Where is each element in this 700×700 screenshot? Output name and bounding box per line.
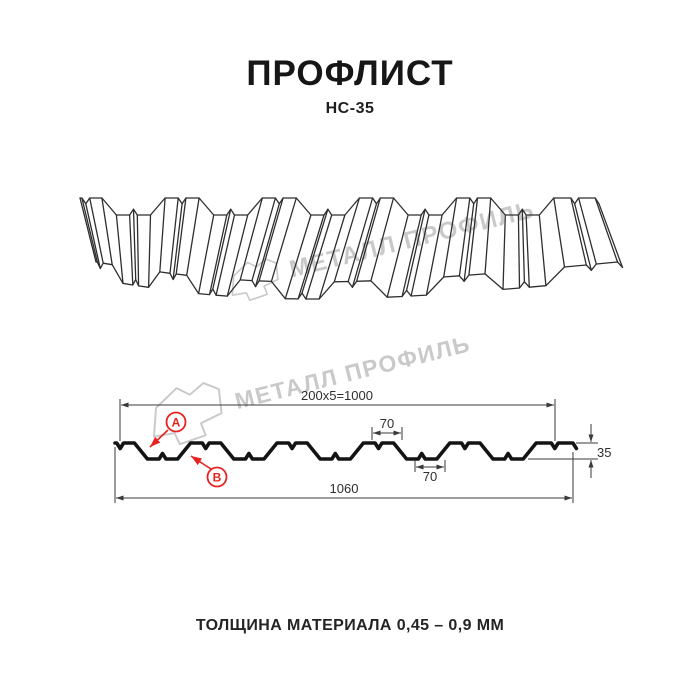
sheet-crease-line [401,214,422,298]
metall-profil-logo-icon [153,382,223,446]
sheet-crease-line [159,197,166,273]
sheet-crease-line [79,197,97,263]
sheet-crease-line [463,203,475,282]
sheet-crease-line [318,214,346,300]
sheet-crease-line [425,214,443,296]
dimension-label-overall-width: 1060 [330,481,359,496]
sheet-crease-line [215,214,236,296]
sheet-crease-line [101,197,113,266]
sheet-crease-line [284,214,312,300]
sheet-crease-line [297,214,325,300]
dimension-label-top-span: 200x5=1000 [301,388,373,403]
dimension-label-height: 35 [597,445,611,460]
watermark-brand: МЕТАЛЛ ПРОФИЛЬ [224,190,539,305]
sheet-crease-line [370,197,395,282]
sheet-crease-line [305,214,333,300]
callout-a-arrow [149,429,169,448]
sheet-near-edge [95,261,624,300]
sheet-crease-line [458,197,471,277]
sheet-crease-line [502,214,506,291]
sheet-crease-line [132,208,137,281]
profile-3d-drawing [79,197,624,300]
sheet-crease-line [405,208,426,292]
sheet-crease-line [301,208,329,294]
sheet-crease-line [254,203,280,288]
sheet-crease-line [251,197,277,282]
sheet-crease-line [443,197,458,278]
callout-a-label: А [172,416,181,430]
sheet-crease-line [347,197,374,283]
sheet-crease-line [574,203,592,271]
dimension-annotations: 200x5=1000 70 70 35 1060 [114,388,611,503]
sheet-crease-line [594,197,619,263]
dimension-label-rib-bottom: 70 [423,469,437,484]
sheet-crease-line [258,197,284,282]
callout-a-circle [165,411,187,433]
sheet-crease-line [136,214,140,287]
sheet-crease-line [89,197,104,264]
callout-b-arrow [190,455,212,470]
thickness-note: ТОЛЩИНА МАТЕРИАЛА 0,45 – 0,9 ММ [195,617,505,634]
sheet-crease-line [577,197,597,265]
sheet-crease-line [598,203,624,269]
sheet-crease-line [175,197,187,275]
sheet-crease-line [212,208,232,290]
sheet-crease-line [468,197,479,276]
profile-model: НС-35 [325,100,375,117]
sheet-crease-line [147,214,152,288]
sheet-far-edge [79,197,600,216]
sheet-crease-line [169,197,179,274]
sheet-crease-line [115,214,124,285]
sheet-crease-line [172,203,183,281]
callouts: А В [149,411,228,488]
sheet-crease-line [197,214,215,295]
sheet-crease-line [270,197,297,283]
sheet-crease-line [355,197,381,282]
sheet-crease-line [525,214,530,288]
page-title: ПРОФЛИСТ [246,54,454,93]
sheet-crease-line [484,197,492,275]
sheet-crease-line [553,197,566,268]
watermark-brand: МЕТАЛЛ ПРОФИЛЬ [142,315,477,451]
sheet-crease-line [81,197,99,263]
sheet-crease-line [410,214,430,297]
dimension-label-rib-top: 70 [380,416,394,431]
sheet-crease-line [186,197,200,276]
cross-section-outline [113,441,579,461]
callout-b-circle [206,466,228,488]
sheet-crease-line [226,214,249,297]
sheet-crease-line [538,214,547,287]
cross-section-profile [113,441,579,461]
sheet-crease-line [351,203,378,288]
sheet-crease-line [85,203,101,270]
sheet-crease-line [570,197,587,266]
sheet-crease-line [386,214,409,298]
sheet-crease-line [239,197,263,281]
sheet-crease-line [521,208,526,283]
callout-b-label: В [213,471,222,485]
sheet-crease-line [517,214,521,289]
sheet-crease-line [208,214,228,296]
metall-profil-logo-icon [231,258,279,302]
sheet-crease-line [333,197,361,283]
sheet-crease-line [128,214,134,286]
